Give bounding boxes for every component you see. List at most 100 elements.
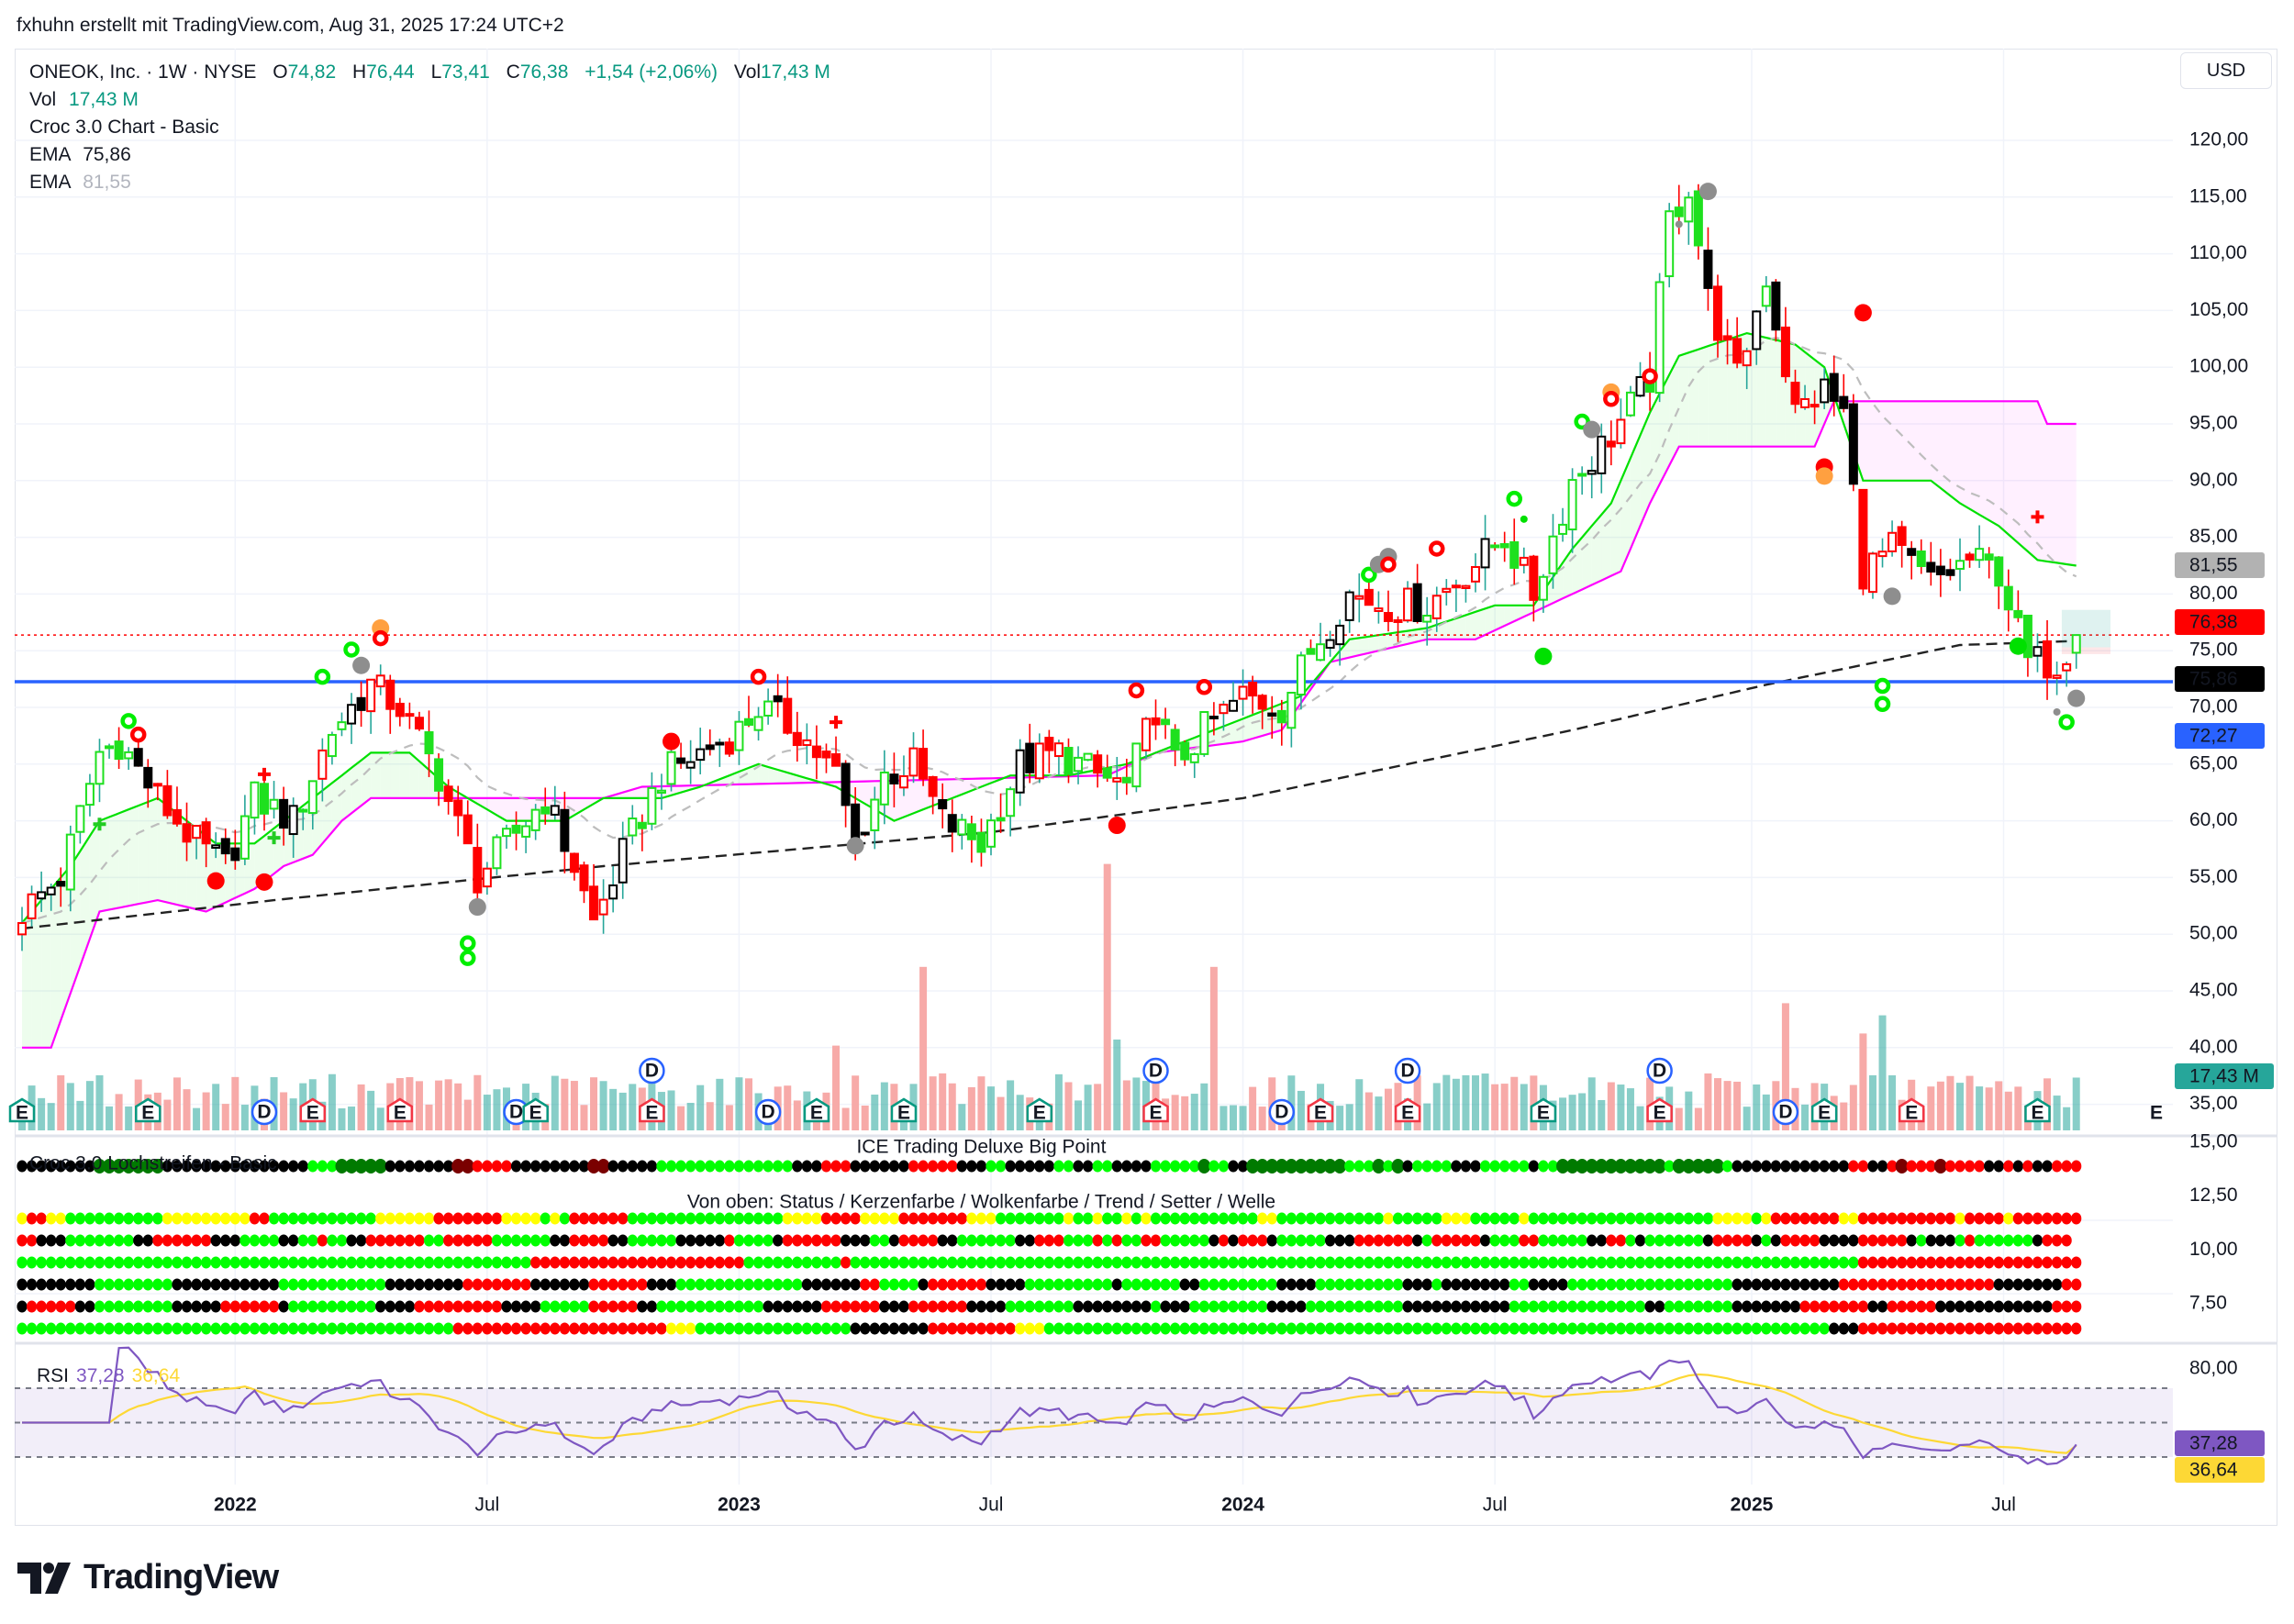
- candle[interactable]: [1306, 639, 1316, 655]
- candle[interactable]: [1112, 756, 1122, 800]
- candle[interactable]: [1742, 347, 1752, 390]
- candle[interactable]: [511, 811, 521, 851]
- candle[interactable]: [337, 712, 347, 737]
- candle[interactable]: [84, 773, 95, 817]
- candle[interactable]: [2052, 662, 2062, 695]
- indicator-croc-chart[interactable]: Croc 3.0 Chart - Basic: [29, 114, 830, 141]
- candle[interactable]: [1034, 733, 1044, 784]
- currency-button[interactable]: USD: [2180, 52, 2272, 89]
- candle[interactable]: [628, 805, 638, 845]
- candle[interactable]: [1442, 579, 1452, 606]
- candle[interactable]: [1780, 306, 1790, 384]
- candle[interactable]: [1229, 682, 1238, 712]
- candle[interactable]: [986, 813, 996, 856]
- candle[interactable]: [1499, 531, 1509, 562]
- candle[interactable]: [220, 828, 230, 864]
- candle[interactable]: [1335, 619, 1345, 666]
- position-target-zone[interactable]: [2061, 609, 2110, 648]
- symbol-legend-row[interactable]: ONEOK, Inc. · 1W · NYSE O74,82 H76,44 L7…: [29, 59, 830, 86]
- candle[interactable]: [763, 688, 774, 725]
- candle[interactable]: [666, 749, 676, 792]
- candle[interactable]: [502, 824, 511, 849]
- candle[interactable]: [715, 739, 725, 767]
- earnings-marker[interactable]: E: [2024, 1097, 2051, 1124]
- candle[interactable]: [734, 710, 744, 765]
- candle[interactable]: [976, 818, 986, 867]
- candle[interactable]: [1897, 520, 1907, 568]
- candle[interactable]: [1829, 355, 1839, 417]
- candle[interactable]: [152, 783, 162, 801]
- candle[interactable]: [1257, 694, 1267, 729]
- candle[interactable]: [1354, 573, 1364, 623]
- dividend-marker[interactable]: D: [251, 1098, 278, 1126]
- candle[interactable]: [1063, 738, 1074, 784]
- candle[interactable]: [1161, 707, 1171, 740]
- candle[interactable]: [802, 723, 812, 765]
- indicator-volume[interactable]: Vol 17,43 M: [29, 86, 830, 114]
- candle[interactable]: [705, 729, 715, 756]
- candle[interactable]: [831, 736, 841, 767]
- candle[interactable]: [1935, 549, 1945, 597]
- dividend-marker[interactable]: D: [1268, 1098, 1296, 1126]
- candle[interactable]: [1316, 622, 1326, 662]
- candle[interactable]: [966, 816, 976, 863]
- candle[interactable]: [1199, 711, 1209, 757]
- candle[interactable]: [95, 739, 105, 803]
- candle[interactable]: [434, 753, 444, 806]
- earnings-marker[interactable]: E: [1142, 1097, 1169, 1124]
- earnings-marker[interactable]: E: [1026, 1097, 1053, 1124]
- candle[interactable]: [405, 702, 415, 729]
- candle[interactable]: [385, 674, 395, 734]
- candle[interactable]: [1276, 699, 1286, 746]
- candle[interactable]: [1965, 551, 1975, 568]
- candle[interactable]: [1006, 786, 1016, 837]
- candle[interactable]: [443, 779, 453, 815]
- candle[interactable]: [1810, 390, 1820, 425]
- candle[interactable]: [1170, 724, 1180, 767]
- candle[interactable]: [1151, 699, 1161, 740]
- candle[interactable]: [1102, 754, 1112, 783]
- candle[interactable]: [1364, 578, 1374, 606]
- candle[interactable]: [898, 755, 908, 796]
- earnings-marker[interactable]: E: [1394, 1097, 1421, 1124]
- candle[interactable]: [530, 804, 540, 840]
- candle[interactable]: [307, 780, 317, 830]
- candle[interactable]: [656, 773, 666, 810]
- candle[interactable]: [1567, 468, 1577, 553]
- candle[interactable]: [1529, 554, 1539, 622]
- candle[interactable]: [1616, 398, 1626, 449]
- candle[interactable]: [239, 795, 250, 865]
- candle[interactable]: [1093, 750, 1103, 788]
- candle[interactable]: [347, 693, 357, 744]
- candle[interactable]: [260, 772, 269, 831]
- candle[interactable]: [1732, 317, 1743, 369]
- position-stop-zone[interactable]: [2061, 647, 2110, 654]
- candle[interactable]: [1790, 369, 1800, 414]
- candle[interactable]: [608, 866, 618, 913]
- candle[interactable]: [17, 907, 27, 951]
- candle[interactable]: [356, 681, 366, 728]
- dividend-marker[interactable]: D: [1394, 1057, 1421, 1085]
- candle[interactable]: [685, 740, 696, 784]
- earnings-marker[interactable]: E: [1646, 1097, 1673, 1124]
- candle[interactable]: [589, 863, 599, 921]
- candle[interactable]: [1538, 573, 1548, 613]
- candle[interactable]: [938, 783, 948, 829]
- candle[interactable]: [1867, 551, 1877, 599]
- candle[interactable]: [1945, 558, 1955, 581]
- candle[interactable]: [1587, 456, 1597, 499]
- candle[interactable]: [1509, 518, 1520, 585]
- candle[interactable]: [1722, 318, 1732, 365]
- candle[interactable]: [1548, 514, 1558, 589]
- candle[interactable]: [27, 885, 37, 927]
- candle[interactable]: [75, 805, 85, 844]
- candle[interactable]: [172, 786, 182, 827]
- candle[interactable]: [2062, 661, 2072, 687]
- candle[interactable]: [860, 831, 870, 837]
- candle[interactable]: [647, 772, 657, 830]
- candle[interactable]: [192, 825, 202, 860]
- dividend-marker[interactable]: D: [1646, 1057, 1673, 1085]
- candle[interactable]: [1480, 515, 1490, 591]
- candle[interactable]: [288, 797, 298, 858]
- candle[interactable]: [1907, 540, 1917, 580]
